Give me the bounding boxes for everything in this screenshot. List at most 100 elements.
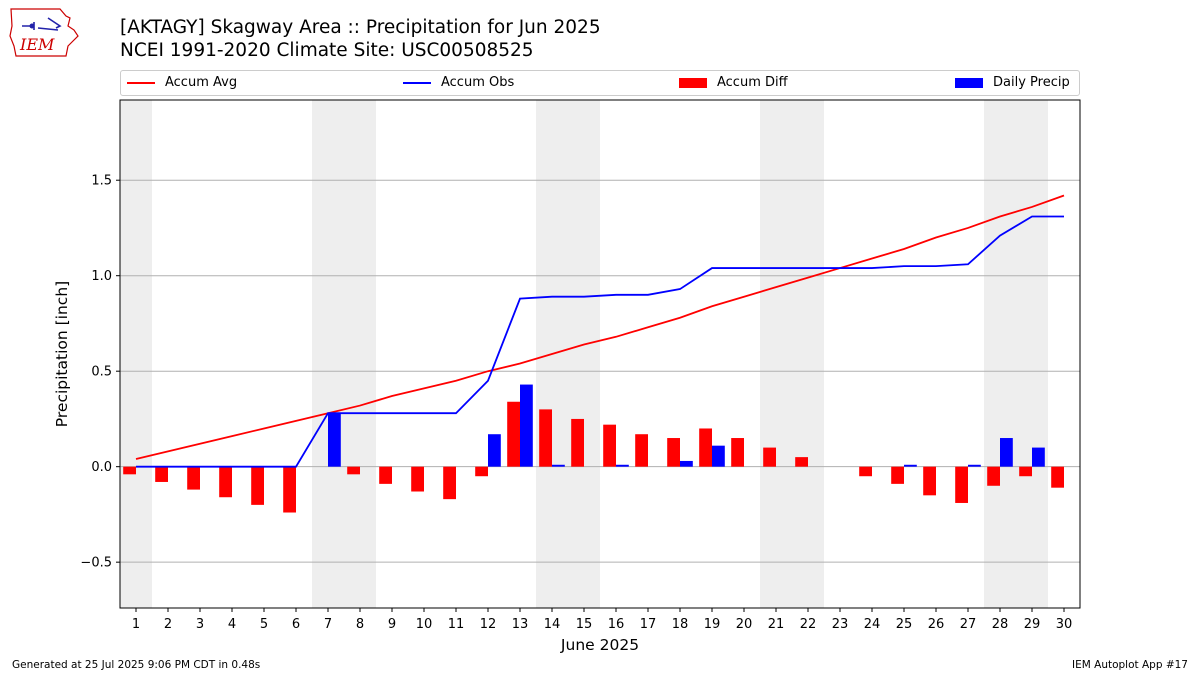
- x-tick-label: 5: [260, 617, 268, 632]
- diff-bar: [763, 447, 776, 467]
- plot-frame: [119, 99, 1081, 609]
- diff-bar: [347, 466, 360, 475]
- diff-bar: [219, 466, 232, 498]
- diff-bar: [283, 466, 296, 513]
- diff-bar: [411, 466, 424, 492]
- diff-bar: [539, 409, 552, 467]
- x-tick-label: 23: [832, 617, 849, 632]
- x-tick-label: 22: [800, 617, 817, 632]
- chart-subtitle: NCEI 1991-2020 Climate Site: USC00508525: [120, 40, 534, 61]
- diff-bar: [731, 438, 744, 467]
- x-tick-label: 6: [292, 617, 300, 632]
- x-tick-label: 17: [640, 617, 657, 632]
- y-axis-label: Precipitation [inch]: [53, 281, 71, 427]
- diff-bar: [795, 457, 808, 467]
- y-tick-label: −0.5: [80, 556, 112, 571]
- diff-bar: [699, 428, 712, 467]
- x-tick-label: 9: [388, 617, 396, 632]
- weekend-shade: [1016, 100, 1048, 608]
- legend-label: Daily Precip: [993, 75, 1070, 90]
- legend-swatch: [403, 81, 431, 84]
- x-tick-label: 15: [576, 617, 593, 632]
- legend-accum-diff: Accum Diff: [679, 74, 788, 92]
- x-tick-label: 12: [480, 617, 497, 632]
- x-tick-label: 26: [928, 617, 945, 632]
- x-tick-label: 21: [768, 617, 785, 632]
- accum-obs-line: [136, 215, 1064, 468]
- x-tick-label: 2: [164, 617, 172, 632]
- daily-bar: [680, 460, 693, 467]
- x-tick-label: 1: [132, 617, 140, 632]
- daily-bar: [520, 384, 533, 467]
- x-tick-label: 30: [1056, 617, 1073, 632]
- diff-bar: [155, 466, 168, 482]
- x-tick-label: 10: [416, 617, 433, 632]
- diff-bar: [987, 466, 1000, 486]
- weekend-shade: [344, 100, 376, 608]
- x-tick-label: 18: [672, 617, 689, 632]
- x-tick-label: 27: [960, 617, 977, 632]
- x-tick-label: 3: [196, 617, 204, 632]
- logo-text: IEM: [19, 35, 55, 54]
- weekend-shade: [568, 100, 600, 608]
- daily-bar: [1000, 438, 1013, 467]
- daily-bar: [904, 464, 917, 467]
- chart-title: [AKTAGY] Skagway Area :: Precipitation f…: [120, 17, 601, 38]
- legend: Accum Avg Accum Obs Accum Diff Daily Pre…: [120, 70, 1080, 96]
- x-tick-label: 19: [704, 617, 721, 632]
- x-tick-label: 24: [864, 617, 881, 632]
- x-tick-label: 11: [448, 617, 465, 632]
- weekend-shade: [792, 100, 824, 608]
- daily-bar: [328, 413, 341, 467]
- y-tick-label: 1.0: [91, 269, 112, 284]
- y-tick-label: 1.5: [91, 174, 112, 189]
- y-tick-label: 0.5: [91, 365, 112, 380]
- diff-bar: [923, 466, 936, 496]
- x-tick-label: 8: [356, 617, 364, 632]
- diff-bar: [123, 466, 136, 475]
- accum-avg-line: [135, 194, 1065, 460]
- legend-label: Accum Diff: [717, 75, 788, 90]
- x-tick-label: 25: [896, 617, 913, 632]
- x-tick-label: 13: [512, 617, 529, 632]
- diff-bar: [187, 466, 200, 490]
- weekend-shade: [312, 100, 344, 608]
- diff-bar: [891, 466, 904, 484]
- daily-bar: [552, 464, 565, 467]
- weekend-shade: [984, 100, 1016, 608]
- diff-bar: [667, 438, 680, 467]
- legend-label: Accum Obs: [441, 75, 515, 90]
- legend-swatch: [127, 81, 155, 84]
- legend-swatch: [955, 77, 983, 88]
- legend-swatch: [679, 77, 707, 88]
- legend-label: Accum Avg: [165, 75, 238, 90]
- diff-bar: [1019, 466, 1032, 477]
- diff-bar: [859, 466, 872, 477]
- x-axis-label: June 2025: [560, 636, 639, 654]
- daily-bar: [488, 434, 501, 467]
- daily-bar: [968, 464, 981, 467]
- x-tick-label: 28: [992, 617, 1009, 632]
- weekend-shade: [760, 100, 792, 608]
- generated-note: Generated at 25 Jul 2025 9:06 PM CDT in …: [12, 659, 261, 671]
- y-tick-label: 0.0: [91, 460, 112, 475]
- diff-bar: [251, 466, 264, 505]
- iem-logo: IEM: [9, 8, 79, 57]
- diff-bar: [379, 466, 392, 484]
- diff-bar: [475, 466, 488, 477]
- app-credit: IEM Autoplot App #17: [1072, 659, 1188, 671]
- x-tick-label: 4: [228, 617, 236, 632]
- weekend-shade: [120, 100, 152, 608]
- diff-bar: [635, 434, 648, 467]
- diff-bar: [1051, 466, 1064, 488]
- daily-bar: [712, 445, 725, 467]
- daily-bar: [1032, 447, 1045, 467]
- legend-accum-obs: Accum Obs: [403, 74, 514, 92]
- diff-bar: [603, 424, 616, 467]
- x-tick-label: 16: [608, 617, 625, 632]
- x-tick-label: 20: [736, 617, 753, 632]
- legend-daily-precip: Daily Precip: [955, 74, 1070, 92]
- x-tick-label: 29: [1024, 617, 1041, 632]
- diff-bar: [443, 466, 456, 500]
